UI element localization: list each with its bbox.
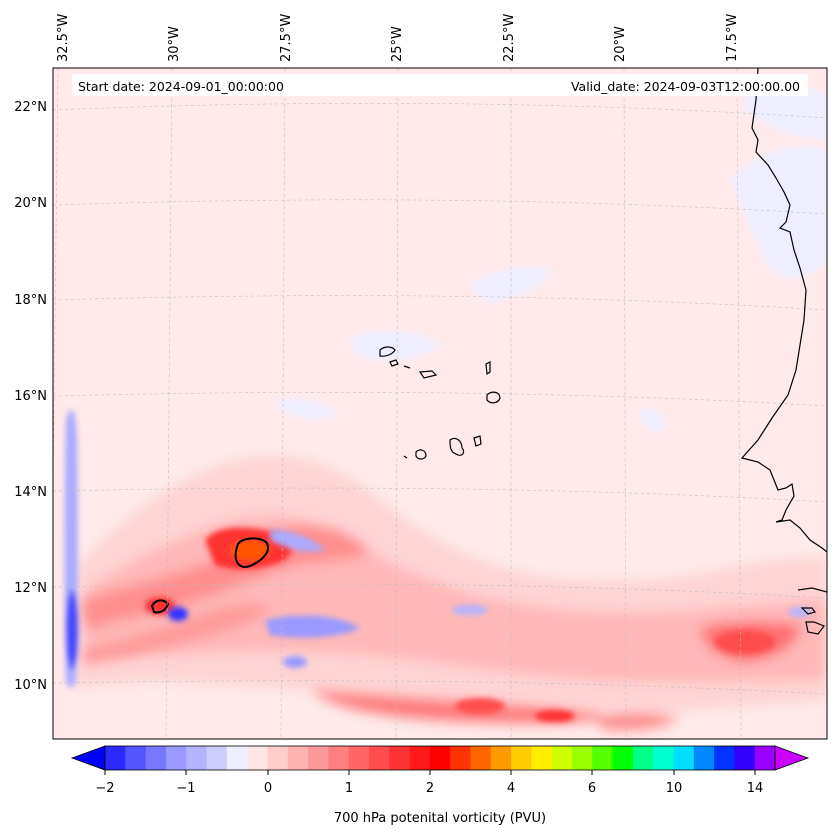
colorbar-cell: [653, 746, 675, 770]
valid-date-label: Valid_date: 2024-09-03T12:00:00.00: [571, 79, 800, 94]
gridlines: [53, 68, 827, 739]
colorbar-cell: [267, 746, 289, 770]
colorbar-tick-label: 6: [588, 781, 596, 796]
start-date-label: Start date: 2024-09-01_00:00:00: [78, 79, 284, 94]
lat-label: 12°N: [14, 581, 47, 596]
colorbar-cell: [145, 746, 167, 770]
lat-label: 16°N: [14, 389, 47, 404]
colorbar-tick-label: 14: [747, 781, 764, 796]
lon-label: 30°W: [167, 26, 182, 62]
colorbar-tick-label: −2: [95, 781, 114, 796]
colorbar-tick-label: 10: [666, 781, 683, 796]
colorbar-tick-label: 4: [507, 781, 515, 796]
colorbar-cell: [592, 746, 614, 770]
lat-label: 18°N: [14, 293, 47, 308]
lat-label: 22°N: [14, 100, 47, 115]
colorbar-cell: [673, 746, 695, 770]
colorbar-cell: [490, 746, 512, 770]
colorbar-cell: [632, 746, 654, 770]
pv-negative-cores: [64, 409, 812, 688]
colorbar-cell: [348, 746, 370, 770]
header-strip: [72, 74, 808, 96]
colorbar-cell: [368, 746, 390, 770]
colorbar-cell: [186, 746, 208, 770]
colorbar-cells: [70, 745, 810, 771]
colorbar-cell: [754, 746, 776, 770]
colorbar-cell: [206, 746, 228, 770]
colorbar-tick-label: 1: [345, 781, 353, 796]
map-frame: [52, 67, 828, 740]
pv-contour-secondary: [150, 599, 170, 614]
colorbar-cell: [531, 746, 553, 770]
colorbar-cell: [450, 746, 472, 770]
colorbar-cell: [734, 746, 756, 770]
colorbar-cell: [551, 746, 573, 770]
colorbar-cell: [470, 746, 492, 770]
lon-label: 20°W: [613, 26, 628, 62]
lon-label: 32.5°W: [56, 14, 71, 62]
colorbar-cell: [226, 746, 248, 770]
colorbar-cell: [105, 746, 126, 770]
colorbar-arrow-left: [70, 745, 106, 771]
colorbar-cell: [247, 746, 269, 770]
colorbar-cell: [125, 746, 147, 770]
colorbar-cell: [389, 746, 411, 770]
pv-contour-main: [234, 537, 269, 568]
pv-contours: [150, 537, 269, 614]
colorbar-arrow-right: [774, 745, 810, 771]
lat-label: 20°N: [14, 196, 47, 211]
colorbar-tick-label: −1: [176, 781, 195, 796]
lat-label: 10°N: [14, 678, 47, 693]
colorbar-cell: [287, 746, 309, 770]
colorbar-label: 700 hPa potenital vorticity (PVU): [334, 811, 546, 826]
cape-verde-islands: [379, 346, 825, 635]
colorbar-cell: [612, 746, 634, 770]
colorbar-cell: [693, 746, 715, 770]
colorbar-cell: [714, 746, 735, 770]
colorbar-tick-label: 0: [264, 781, 272, 796]
map-panel: Start date: 2024-09-01_00:00:00 Valid_da…: [53, 68, 827, 739]
colorbar: −2 −1 0 1 2 4 6 10 14 700 hPa potenital …: [70, 745, 810, 826]
lon-label: 17.5°W: [725, 14, 740, 62]
lon-label: 27.5°W: [279, 14, 294, 62]
colorbar-frame: [104, 745, 776, 771]
colorbar-cell: [571, 746, 593, 770]
lon-label: 25°W: [390, 26, 405, 62]
africa-coastline: [740, 68, 827, 593]
colorbar-cell: [409, 746, 431, 770]
colorbar-cell: [165, 746, 187, 770]
colorbar-cell: [308, 746, 329, 770]
colorbar-cell: [429, 746, 451, 770]
latitude-labels: 22°N 20°N 18°N 16°N 14°N 12°N 10°N: [14, 100, 47, 693]
longitude-labels: 32.5°W 30°W 27.5°W 25°W 22.5°W 20°W 17.5…: [56, 14, 740, 62]
lat-label: 14°N: [14, 485, 47, 500]
colorbar-tick-label: 2: [426, 781, 434, 796]
colorbar-ticks: [104, 770, 756, 775]
lon-label: 22.5°W: [502, 14, 517, 62]
colorbar-cell: [328, 746, 350, 770]
colorbar-cell: [511, 746, 532, 770]
